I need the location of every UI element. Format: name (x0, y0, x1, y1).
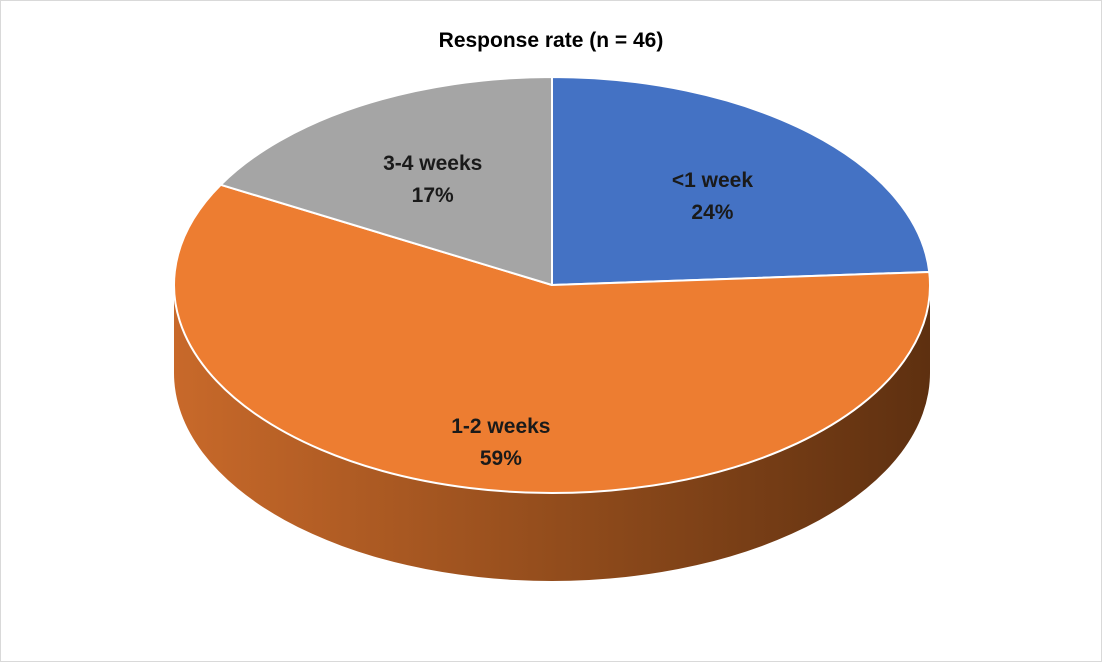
pie-slice-3-4-weeks (219, 76, 553, 286)
slice-label-3-4-weeks: 3-4 weeks 17% (383, 152, 482, 207)
slice-value-label: 59% (480, 447, 522, 470)
slice-category-label: 1-2 weeks (451, 415, 550, 438)
slice-value-label: 17% (412, 184, 454, 207)
slice-category-label: <1 week (672, 169, 753, 192)
chart-title: Response rate (n = 46) (438, 29, 664, 52)
pie-slice-side-1-2-weeks (174, 285, 930, 581)
slice-value-label: 24% (691, 201, 733, 224)
pie-slice-1-2-weeks (173, 183, 931, 494)
pie-slice-1-week (551, 76, 931, 286)
slice-label-1-week: <1 week 24% (672, 169, 753, 224)
slice-label-1-2-weeks: 1-2 weeks 59% (451, 415, 550, 470)
slice-category-label: 3-4 weeks (383, 152, 482, 175)
